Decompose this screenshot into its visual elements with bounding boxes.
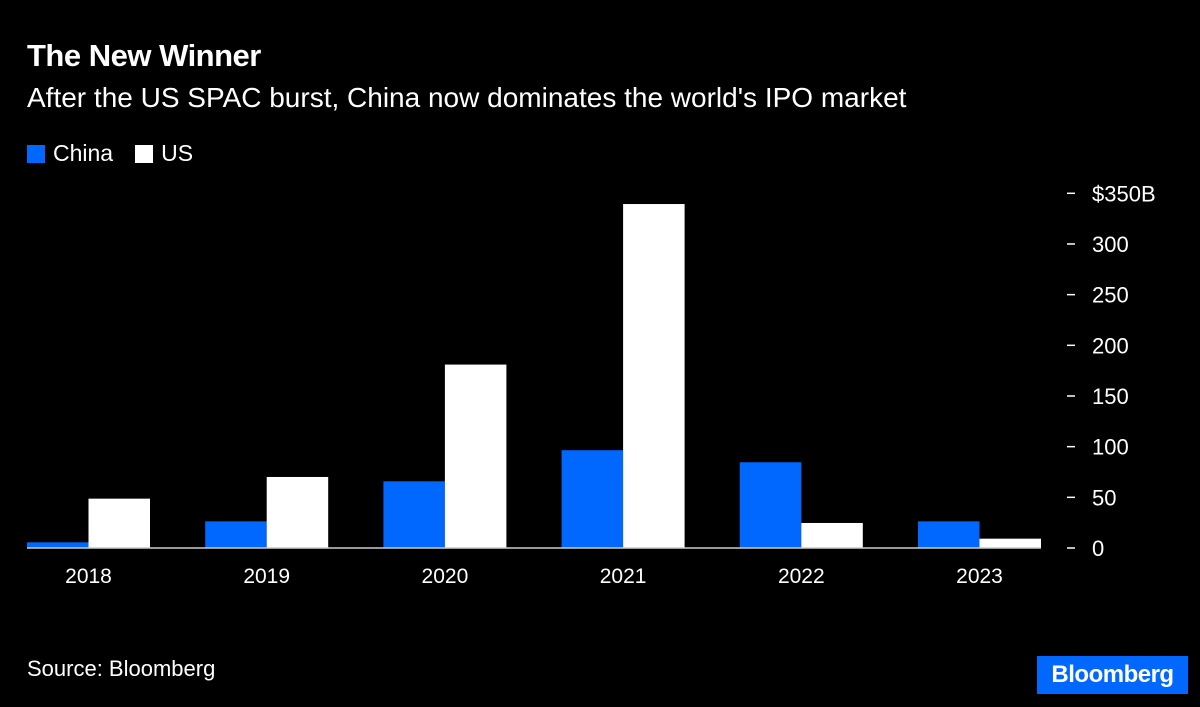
y-tick-label: 200 [1092,333,1129,358]
x-tick-label: 2020 [422,565,469,588]
y-tick-label: 250 [1092,283,1129,308]
legend-item-china: China [27,140,113,167]
bar-china-2018 [27,542,89,548]
bar-us-2018 [88,498,150,548]
legend-item-us: US [135,140,193,167]
legend-label-us: US [161,140,194,166]
bar-us-2020 [444,364,507,548]
chart-title: The New Winner [27,38,261,73]
x-tick-label: 2018 [65,565,112,588]
chart-subtitle: After the US SPAC burst, China now domin… [27,82,907,113]
bar-china-2022 [739,462,802,548]
bar-us-2022 [801,522,863,548]
legend-swatch-china [27,144,45,163]
legend-swatch-us [135,144,154,163]
y-tick-label: 300 [1092,232,1129,257]
bar-us-2021 [623,204,685,548]
bar-china-2021 [561,450,624,548]
bar-china-2020 [383,481,445,548]
x-tick-label: 2019 [243,565,290,588]
y-tick-label: 0 [1092,536,1104,561]
y-tick-label: 150 [1092,384,1129,409]
x-tick-label: 2022 [778,565,825,588]
bar-us-2019 [266,476,329,548]
source-note: Source: Bloomberg [27,656,216,681]
legend-label-china: China [53,140,114,166]
x-tick-label: 2021 [600,565,647,588]
x-tick-label: 2023 [956,565,1003,588]
bar-us-2023 [979,538,1041,548]
y-tick-label: 50 [1092,485,1116,510]
legend: China US [27,140,215,167]
bar-china-2019 [205,521,267,548]
y-tick-label: $350B [1092,181,1156,206]
bar-china-2023 [918,521,980,548]
y-tick-label: 100 [1092,435,1129,460]
bloomberg-logo: Bloomberg [1037,656,1188,694]
